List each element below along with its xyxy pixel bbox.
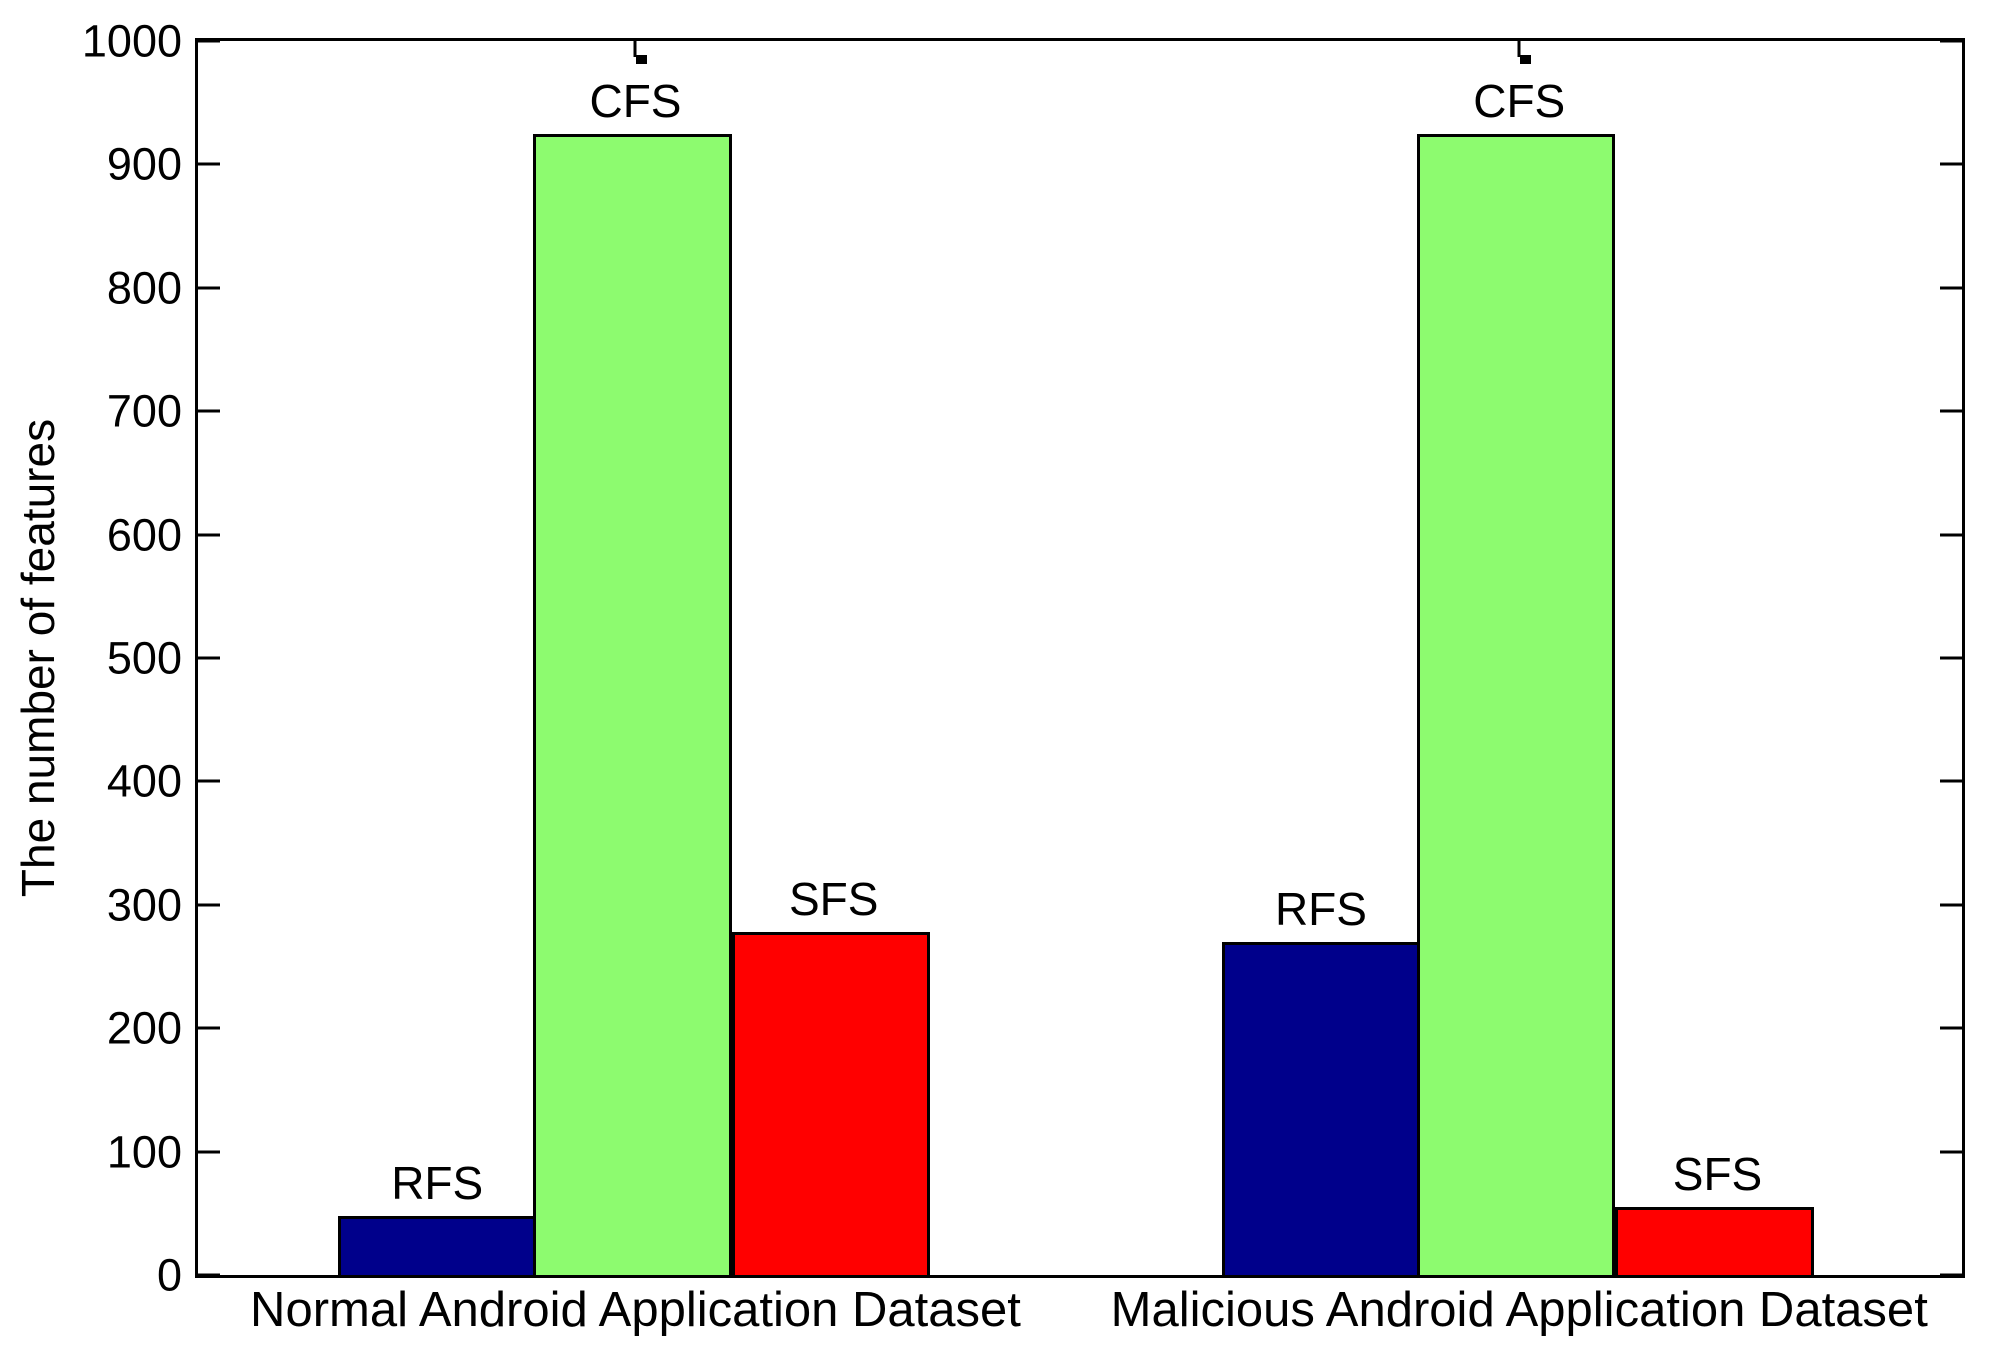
x-tick-mark-top <box>633 41 637 57</box>
bar-label-cfs: CFS <box>1473 74 1566 127</box>
plot-area: 0 100 200 300 400 500 600 700 800 900 1000 RFS RFS CF… <box>82 19 1965 1335</box>
y-tick-mark-right <box>1940 1150 1962 1154</box>
y-tick-mark-right <box>1940 39 1962 43</box>
x-category-label: Malicious Android Application Dataset <box>1110 1283 1928 1337</box>
y-tick-mark-left <box>198 286 220 290</box>
y-tick-mark-right <box>1940 903 1962 907</box>
y-tick-mark-right <box>1940 1273 1962 1277</box>
y-tick-mark-left <box>198 779 220 783</box>
bar-sfs-normal <box>731 931 930 1275</box>
y-tick-mark-left <box>198 903 220 907</box>
y-tick-label: 500 <box>106 632 182 684</box>
y-tick-mark-left <box>198 656 220 660</box>
y-tick-label: 300 <box>106 879 182 931</box>
y-tick-mark-left <box>198 1026 220 1030</box>
y-tick-mark-left <box>198 1273 220 1277</box>
bar-cfs-normal <box>533 133 732 1275</box>
y-tick-mark-left <box>198 1150 220 1154</box>
y-tick-mark-left <box>198 39 220 43</box>
y-tick-mark-right <box>1940 162 1962 166</box>
x-tick-mark-top-blob <box>1520 55 1532 64</box>
bar-rfs-malicious <box>1221 941 1421 1275</box>
y-tick-mark-right <box>1940 286 1962 290</box>
x-tick-mark-top-blob <box>636 55 648 64</box>
y-tick-mark-left <box>198 533 220 537</box>
y-tick-mark-right <box>1940 1026 1962 1030</box>
y-tick-label: 400 <box>106 755 182 807</box>
bar-rfs-normal <box>338 1215 537 1275</box>
bar-label-rfs: RFS <box>1274 882 1367 935</box>
x-tick-mark-top <box>1517 41 1521 57</box>
y-tick-label: 0 <box>156 1249 182 1301</box>
y-tick-mark-left <box>198 162 220 166</box>
y-tick-label: 700 <box>106 385 182 437</box>
bar-label-sfs: SFS <box>1672 1148 1763 1201</box>
y-tick-mark-left <box>198 409 220 413</box>
y-tick-label: 200 <box>106 1002 182 1054</box>
bar-label-sfs: SFS <box>789 872 879 925</box>
y-tick-label: 1000 <box>81 15 182 67</box>
bar-label-cfs: CFS <box>589 74 682 127</box>
y-tick-label: 900 <box>106 138 182 190</box>
y-tick-mark-right <box>1940 779 1962 783</box>
y-tick-mark-right <box>1940 656 1962 660</box>
y-axis-title: The number of features <box>12 418 64 898</box>
bar-sfs-malicious <box>1615 1207 1814 1275</box>
y-tick-label: 600 <box>106 509 182 561</box>
x-category-label: Normal Android Application Dataset <box>250 1283 1021 1337</box>
bar-label-rfs: RFS <box>391 1156 484 1209</box>
y-tick-mark-right <box>1940 409 1962 413</box>
bar-cfs-malicious <box>1417 133 1616 1275</box>
y-tick-label: 800 <box>106 262 182 314</box>
y-tick-mark-right <box>1940 533 1962 537</box>
y-tick-label: 100 <box>106 1126 182 1178</box>
